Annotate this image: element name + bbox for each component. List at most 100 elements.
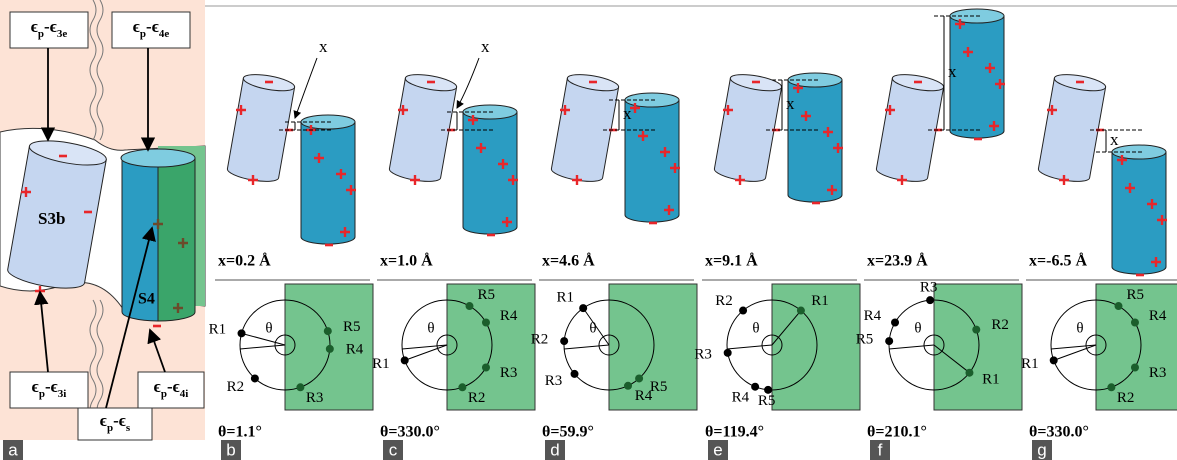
residue-dot	[482, 319, 490, 327]
theta-symbol: θ	[589, 320, 596, 336]
residue-dot	[466, 302, 474, 310]
helix-s4-cap	[121, 149, 195, 167]
residue-dot	[401, 356, 409, 364]
panel-letter: c	[389, 440, 398, 459]
residue-dot	[1131, 319, 1139, 327]
theta-symbol: θ	[265, 320, 272, 336]
helix-s4	[1112, 145, 1166, 274]
residue-label: R3	[1149, 365, 1167, 381]
residue-dot	[1131, 364, 1139, 372]
residue-label: R2	[227, 379, 245, 395]
energy-label-part: ϵ	[154, 377, 161, 396]
helix-s3b	[713, 72, 783, 185]
residue-label: R1	[1021, 356, 1039, 372]
cylinder-body	[1037, 78, 1105, 184]
residue-label: R4	[1149, 308, 1167, 324]
residue-dot	[635, 374, 643, 382]
page: S3bS4ϵp-ϵ3eϵp-ϵ4eϵp-ϵ3iϵp-ϵ4iϵp-ϵsaxx=0.…	[0, 0, 1177, 460]
figure: S3bS4ϵp-ϵ3eϵp-ϵ4eϵp-ϵ3iϵp-ϵ4iϵp-ϵsaxx=0.…	[0, 0, 1177, 460]
residue-label: R1	[811, 293, 829, 309]
energy-label-part: -ϵ	[167, 377, 180, 396]
residue-label: R2	[468, 390, 486, 406]
residue-dot	[797, 307, 805, 315]
energy-label-part: ϵ	[133, 17, 140, 36]
energy-label-part: 3e	[57, 28, 68, 40]
energy-label-part: ϵ	[31, 17, 38, 36]
helix-s3b	[388, 72, 458, 185]
panel-letter: f	[878, 440, 883, 459]
energy-label-part: s	[126, 422, 131, 434]
radius	[727, 345, 772, 349]
x-symbol: x	[319, 37, 328, 56]
x-caption: x=4.6 Å	[542, 252, 595, 270]
residue-label: R3	[694, 346, 712, 362]
radius	[889, 345, 934, 349]
residue-label: R5	[650, 379, 668, 395]
pointer	[457, 58, 479, 108]
residue-dot	[965, 369, 973, 377]
helix-label: S4	[138, 291, 155, 308]
theta-symbol: θ	[752, 320, 759, 336]
residue-dot	[1115, 302, 1123, 310]
pointer	[295, 58, 317, 118]
residue-dot	[926, 296, 934, 304]
theta-symbol: θ	[1076, 320, 1083, 336]
residue-label: R1	[209, 322, 227, 338]
energy-label-part: -ϵ	[45, 377, 58, 396]
helix-s3b	[550, 72, 620, 185]
residue-dot	[885, 337, 893, 345]
energy-label-part: 4e	[159, 28, 170, 40]
residue-dot	[739, 307, 747, 315]
green-region	[934, 284, 1022, 410]
x-symbol: x	[948, 62, 957, 81]
residue-dot	[972, 326, 980, 334]
cylinder-body	[301, 122, 355, 244]
residue-label: R1	[982, 372, 1000, 388]
helix-label: S3b	[38, 209, 65, 228]
residue-dot	[571, 370, 579, 378]
residue-label: R1	[372, 356, 390, 372]
residue-dot	[482, 364, 490, 372]
x-caption: x=-6.5 Å	[1029, 252, 1087, 270]
residue-dot	[751, 383, 759, 391]
x-caption: x=9.1 Å	[705, 252, 758, 270]
x-symbol: x	[623, 104, 632, 123]
x-caption: x=0.2 Å	[218, 252, 271, 270]
x-caption: x=23.9 Å	[867, 252, 928, 270]
x-symbol: x	[1110, 130, 1119, 149]
residue-dot	[326, 345, 334, 353]
residue-label: R3	[545, 373, 563, 389]
residue-dot	[579, 304, 587, 312]
theta-caption: θ=1.1°	[218, 424, 262, 441]
cylinder-body	[950, 16, 1004, 138]
helix-s4-green	[158, 158, 195, 321]
residue-label: R3	[306, 390, 324, 406]
helix-s4	[463, 105, 517, 234]
energy-label-part: 4i	[180, 388, 189, 400]
helix-s4	[121, 149, 195, 321]
cylinder-body	[226, 78, 294, 184]
panel-letter: d	[550, 440, 559, 459]
energy-label-part: -ϵ	[113, 411, 126, 430]
residue-dot	[560, 337, 568, 345]
helix-s4	[950, 9, 1004, 138]
energy-label-part: ϵ	[100, 411, 107, 430]
residue-dot	[458, 383, 466, 391]
radius	[564, 345, 609, 349]
residue-label: R5	[1127, 287, 1145, 303]
theta-caption: θ=119.4°	[705, 424, 764, 441]
residue-dot	[724, 349, 732, 357]
residue-label: R5	[478, 287, 496, 303]
energy-label-part: 3i	[58, 388, 67, 400]
x-symbol: x	[786, 94, 795, 113]
x-caption: x=1.0 Å	[380, 252, 433, 270]
theta-caption: θ=59.9°	[542, 424, 594, 441]
residue-label: R3	[500, 365, 518, 381]
residue-label: R2	[1117, 390, 1135, 406]
residue-label: R4	[500, 308, 518, 324]
residue-dot	[324, 327, 332, 335]
radius	[240, 345, 285, 349]
residue-dot	[1107, 383, 1115, 391]
residue-label: R1	[556, 290, 574, 306]
theta-caption: θ=330.0°	[380, 424, 440, 441]
